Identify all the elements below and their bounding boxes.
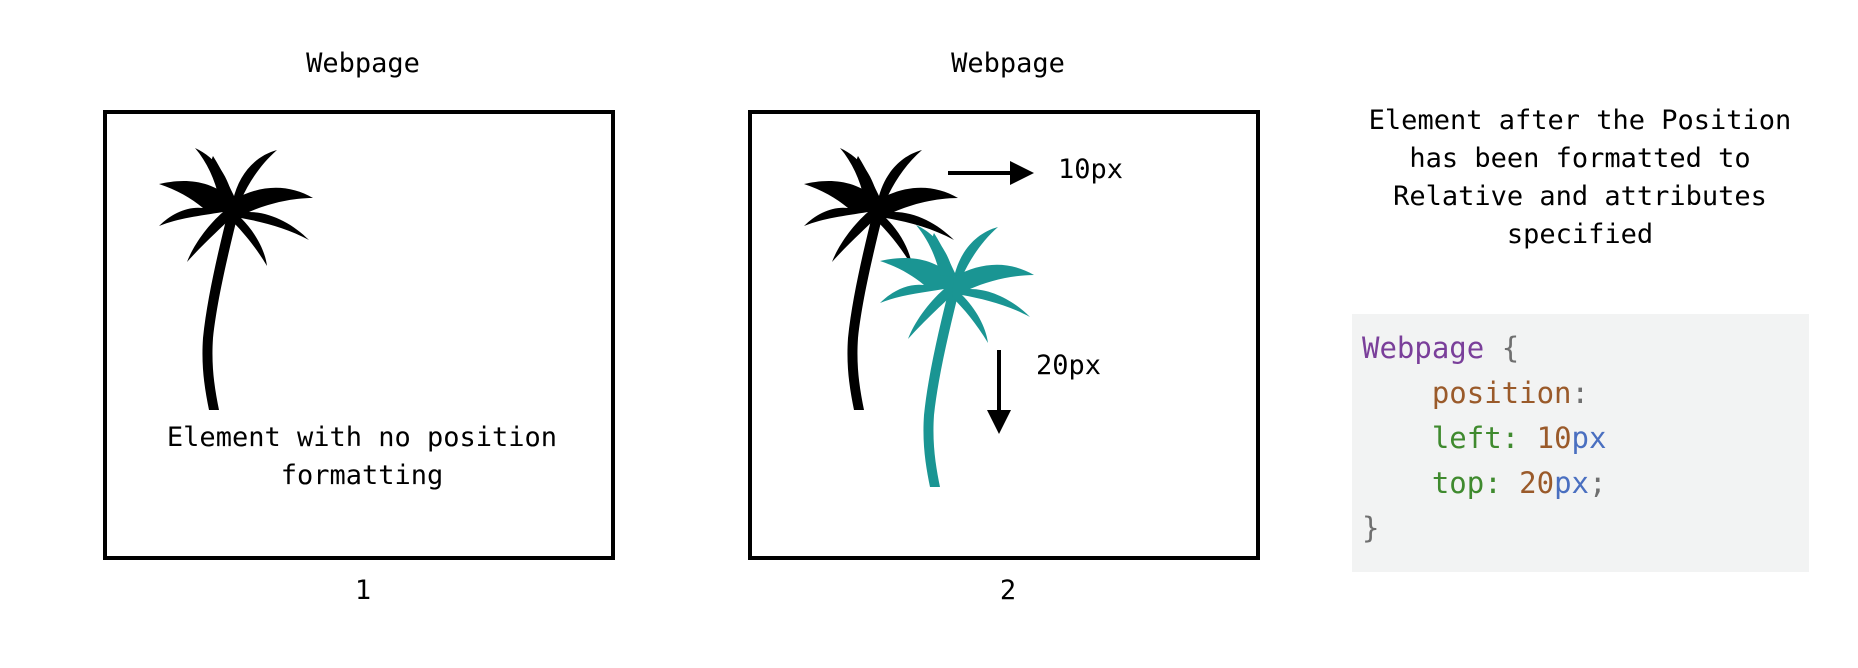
moved-palm-tree-icon bbox=[880, 225, 1034, 487]
code-line-5: } bbox=[1362, 506, 1809, 551]
code-left-number: 10 bbox=[1536, 421, 1572, 455]
palm-tree-icon bbox=[159, 148, 313, 410]
panel1-number: 1 bbox=[354, 575, 372, 606]
code-line-4: top: 20px; bbox=[1362, 461, 1809, 506]
code-colon: : bbox=[1501, 421, 1520, 455]
code-close-brace: } bbox=[1362, 511, 1380, 545]
code-top-unit: px bbox=[1554, 466, 1590, 500]
code-prop-position: position bbox=[1431, 376, 1572, 410]
arrow-right-label: 10px bbox=[1058, 154, 1124, 185]
webpage-box-2: 10px 20px bbox=[748, 110, 1260, 560]
code-semicolon: ; bbox=[1589, 466, 1607, 500]
code-open-brace: { bbox=[1501, 331, 1520, 365]
code-line-2: position: bbox=[1362, 371, 1809, 416]
panel2-title: Webpage bbox=[951, 48, 1065, 79]
arrow-down-icon bbox=[987, 350, 1011, 434]
code-colon: : bbox=[1484, 466, 1502, 500]
arrow-down-label: 20px bbox=[1036, 350, 1102, 381]
code-top-number: 20 bbox=[1519, 466, 1555, 500]
code-line-3: left: 10px bbox=[1362, 416, 1809, 461]
code-left-unit: px bbox=[1571, 421, 1607, 455]
panel2-number: 2 bbox=[999, 575, 1017, 606]
panel1-title: Webpage bbox=[306, 48, 420, 79]
code-line-1: Webpage { bbox=[1362, 326, 1809, 371]
code-block: Webpage { position: left: 10px top: 20px… bbox=[1352, 314, 1809, 572]
arrow-right-icon bbox=[948, 161, 1034, 185]
code-colon: : bbox=[1571, 376, 1589, 410]
panel1-caption: Element with no position formatting bbox=[166, 422, 558, 491]
code-prop-left: left bbox=[1431, 421, 1502, 455]
code-selector: Webpage bbox=[1362, 331, 1485, 365]
side-description: Element after the Position has been form… bbox=[1368, 105, 1792, 250]
code-prop-top: top bbox=[1431, 466, 1485, 500]
webpage-box-1: Element with no position formatting bbox=[103, 110, 615, 560]
